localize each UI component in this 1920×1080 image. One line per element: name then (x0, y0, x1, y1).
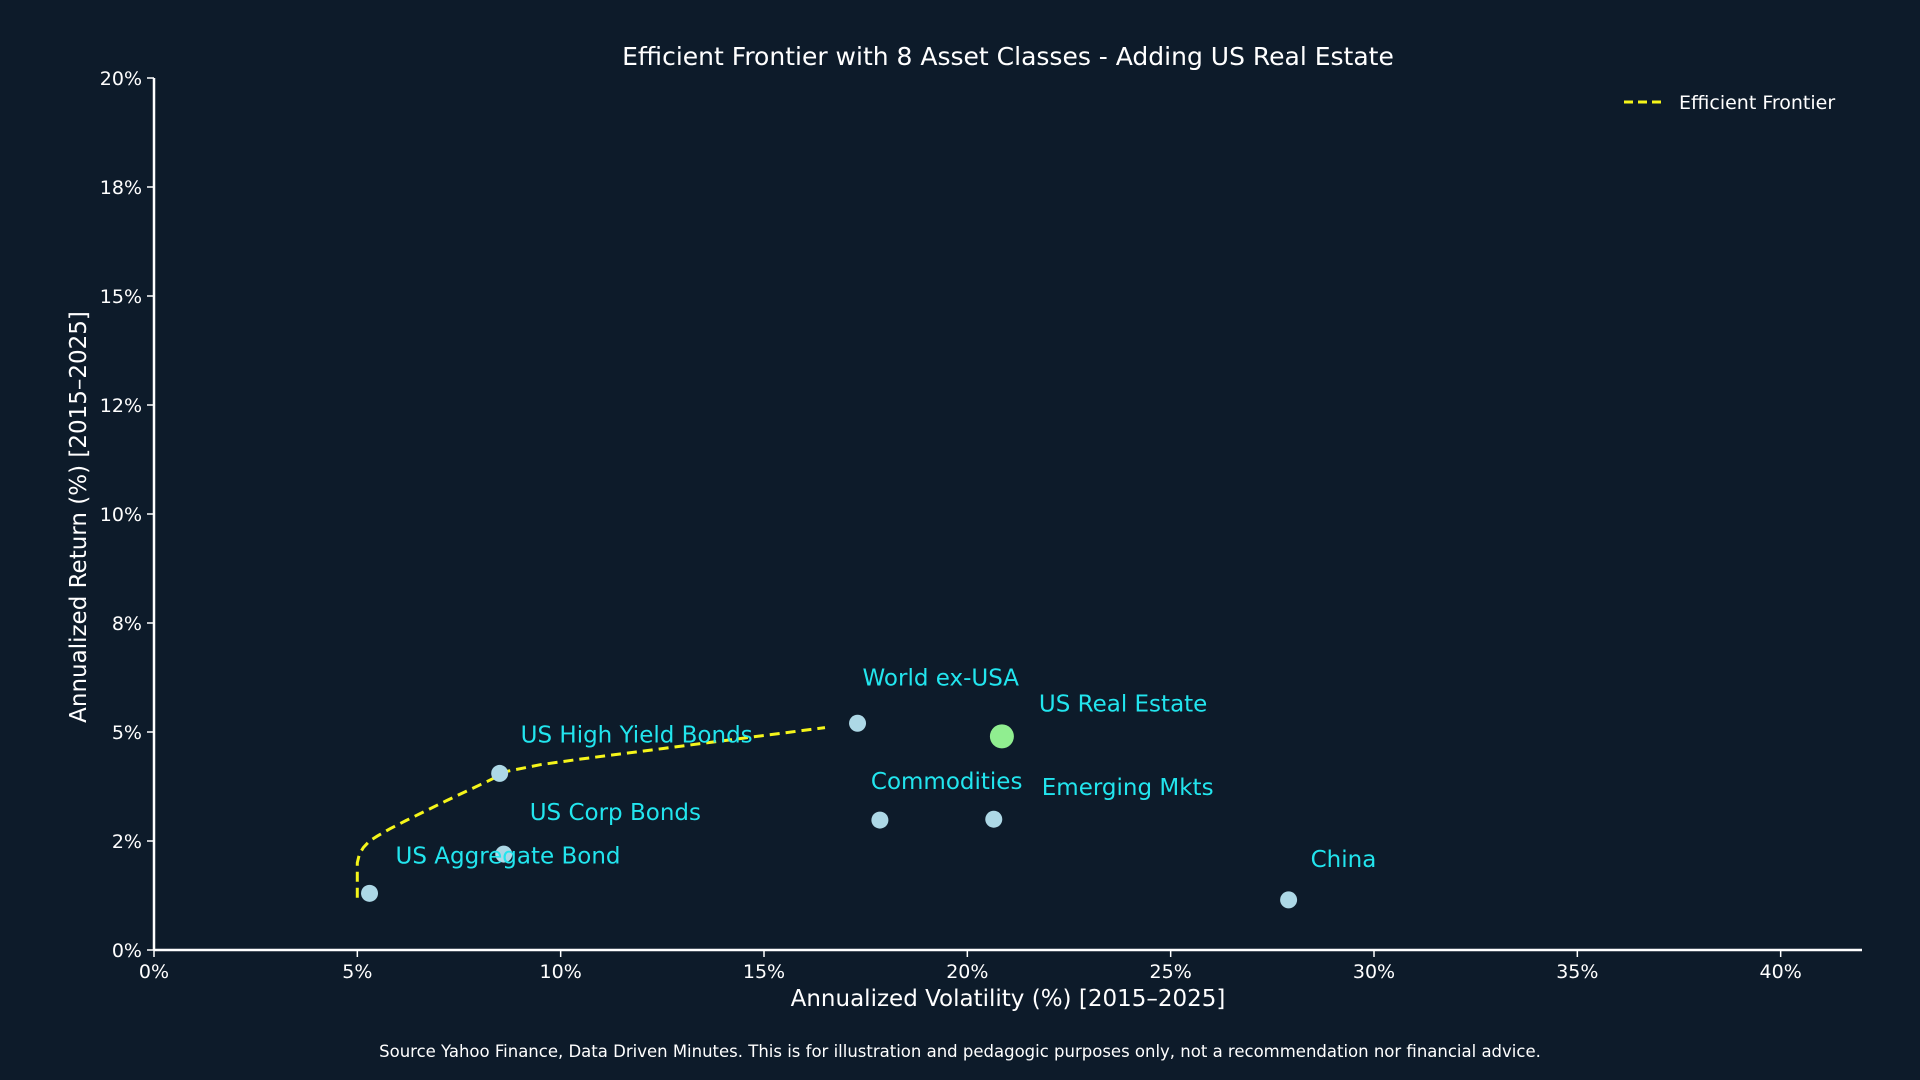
label-world-ex-usa: World ex-USA (863, 665, 1020, 691)
y-tick-label: 0% (112, 940, 142, 962)
point-commodities (871, 811, 889, 829)
y-axis-label: Annualized Return (%) [2015–2025] (66, 311, 92, 723)
y-tick-label: 5% (112, 722, 142, 744)
points-layer (361, 714, 1298, 909)
x-axis-label: Annualized Volatility (%) [2015–2025] (791, 986, 1226, 1012)
y-tick-label: 12% (100, 395, 142, 417)
x-tick-label: 30% (1353, 961, 1395, 983)
x-tick-label: 10% (540, 961, 582, 983)
y-tick-label: 2% (112, 831, 142, 853)
x-tick-label: 5% (342, 961, 372, 983)
label-us-corp-bonds: US Corp Bonds (530, 800, 701, 826)
efficient-frontier-line (355, 726, 826, 898)
point-emerging-mkts (985, 810, 1003, 828)
label-commodities: Commodities (871, 769, 1023, 795)
x-tick-label: 15% (743, 961, 785, 983)
legend: Efficient Frontier (1624, 92, 1835, 114)
x-tick-label: 35% (1556, 961, 1598, 983)
y-tick-label: 18% (100, 177, 142, 199)
ticks-layer: 0% 5% 10% 15% 20% 25% 30% 35% 40% 0% 2% 5% 8% 10% 12% 1… (100, 68, 1802, 983)
point-us-corp-bonds (495, 845, 513, 863)
x-tick-label: 0% (139, 961, 169, 983)
label-us-real-estate: US Real Estate (1039, 691, 1207, 717)
label-emerging-mkts: Emerging Mkts (1042, 775, 1214, 801)
label-us-high-yield-bonds: US High Yield Bonds (521, 722, 753, 748)
point-china (1280, 891, 1298, 909)
label-us-aggregate-bond: US Aggregate Bond (396, 843, 621, 869)
point-us-real-estate (989, 724, 1014, 749)
x-tick-label: 40% (1760, 961, 1802, 983)
x-tick-label: 25% (1150, 961, 1192, 983)
point-world-ex-usa (849, 714, 867, 732)
point-us-high-yield-bonds (491, 764, 509, 782)
x-tick-label: 20% (946, 961, 988, 983)
legend-label-efficient-frontier: Efficient Frontier (1679, 92, 1835, 114)
frontier-layer (355, 726, 826, 898)
labels-layer: US Aggregate Bond US Corp Bonds US High Yi… (396, 665, 1377, 873)
axes-layer (152, 78, 1862, 952)
source-footnote: Source Yahoo Finance, Data Driven Minute… (379, 1042, 1541, 1061)
y-tick-label: 10% (100, 504, 142, 526)
y-tick-label: 20% (100, 68, 142, 90)
y-tick-label: 8% (112, 613, 142, 635)
label-china: China (1311, 847, 1377, 873)
chart-title: Efficient Frontier with 8 Asset Classes … (622, 42, 1394, 71)
point-us-aggregate-bond (361, 884, 379, 902)
y-tick-label: 15% (100, 286, 142, 308)
